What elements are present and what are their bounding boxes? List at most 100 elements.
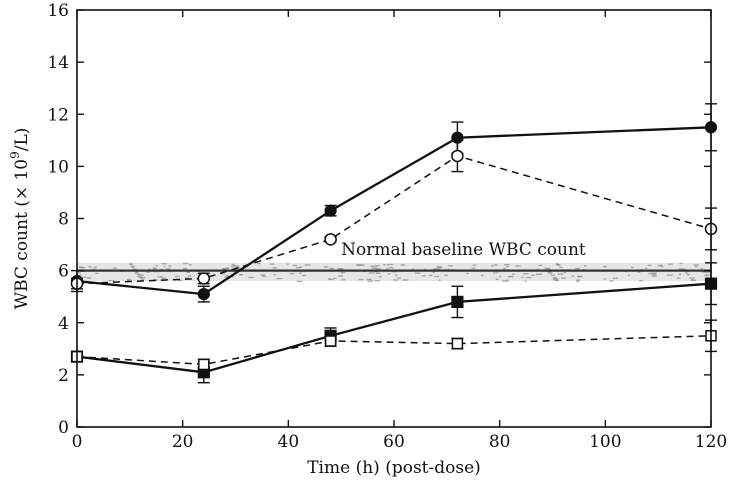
baseline-annotation: Normal baseline WBC count (341, 240, 586, 260)
baseline-speckle (276, 277, 283, 280)
baseline-speckle (432, 271, 435, 274)
baseline-speckle (152, 267, 157, 269)
baseline-speckle (183, 267, 188, 270)
baseline-speckle (131, 266, 135, 269)
baseline-speckle (704, 274, 708, 277)
y-tick-label: 10 (47, 157, 69, 177)
x-tick-label: 100 (589, 432, 621, 452)
baseline-speckle (338, 275, 343, 277)
baseline-speckle (639, 280, 643, 282)
baseline-speckle (182, 262, 189, 265)
baseline-speckle (682, 268, 687, 271)
baseline-speckle (366, 278, 371, 281)
baseline-speckle (490, 265, 494, 267)
baseline-speckle (130, 265, 135, 268)
baseline-speckle (139, 277, 146, 279)
baseline-speckle (77, 271, 81, 274)
baseline-speckle (370, 265, 375, 268)
baseline-speckle (402, 279, 409, 281)
baseline-speckle (86, 277, 89, 279)
baseline-speckle (299, 266, 303, 268)
baseline-speckle (466, 272, 469, 275)
baseline-speckle (524, 280, 527, 283)
baseline-speckle (678, 268, 685, 270)
baseline-speckle (108, 279, 115, 282)
y-tick-label: 8 (58, 210, 69, 230)
y-tick-label: 4 (58, 314, 69, 334)
series-1-point (197, 287, 210, 301)
baseline-speckle (79, 266, 85, 269)
series-markers (70, 121, 718, 379)
baseline-speckle (371, 267, 377, 269)
baseline-speckle (375, 268, 381, 270)
baseline-speckle (386, 263, 391, 266)
baseline-speckle (571, 275, 575, 277)
baseline-speckle (272, 267, 277, 269)
baseline-speckle (603, 278, 607, 280)
series-layer (70, 103, 718, 384)
baseline-speckle (414, 272, 421, 274)
baseline-speckle (137, 276, 141, 278)
baseline-speckle (298, 272, 302, 274)
baseline-speckle (390, 263, 394, 266)
baseline-speckle (495, 278, 499, 281)
baseline-speckle (676, 277, 681, 279)
baseline-speckle (667, 263, 674, 265)
baseline-speckle (496, 271, 499, 274)
baseline-speckle (557, 273, 564, 275)
baseline-speckle (127, 279, 131, 282)
baseline-speckle (563, 271, 567, 274)
baseline-speckle (188, 275, 192, 277)
baseline-speckle (657, 264, 663, 267)
y-tick-label: 2 (58, 366, 69, 386)
baseline-speckle (693, 264, 699, 266)
y-axis-title-prefix: WBC count (× 10 (12, 159, 32, 310)
baseline-speckle (647, 264, 652, 267)
series-2-line (76, 155, 712, 285)
baseline-speckle (222, 268, 226, 270)
baseline-speckle (506, 265, 509, 268)
baseline-speckle (112, 267, 117, 269)
baseline-speckle (92, 268, 96, 271)
baseline-speckle (328, 278, 334, 281)
baseline-speckle (235, 265, 240, 267)
baseline-speckle (535, 273, 542, 275)
baseline-speckle (651, 275, 657, 277)
baseline-speckle (547, 271, 552, 273)
y-tick-label: 0 (58, 418, 69, 438)
baseline-band (77, 262, 713, 283)
baseline-speckle (480, 274, 484, 277)
baseline-speckle (139, 276, 143, 278)
baseline-speckle (700, 267, 703, 270)
baseline-speckle (161, 263, 167, 265)
baseline-speckle (678, 273, 682, 276)
baseline-speckle (552, 278, 558, 280)
baseline-speckle (690, 279, 694, 281)
x-tick-label: 120 (695, 432, 727, 452)
y-tick-label: 14 (47, 53, 69, 73)
baseline-speckle (367, 280, 374, 282)
series-4-line (76, 335, 712, 366)
baseline-speckle (499, 275, 502, 278)
baseline-speckle (332, 277, 337, 280)
baseline-speckle (576, 279, 581, 281)
baseline-speckle (189, 264, 192, 266)
baseline-speckle (88, 266, 92, 268)
x-tick-label: 60 (383, 432, 405, 452)
baseline-speckle (231, 263, 235, 266)
baseline-speckle (224, 276, 228, 278)
baseline-speckle (256, 262, 261, 265)
series-4-point (451, 337, 464, 350)
baseline-speckle (556, 264, 560, 266)
plot-frame (76, 9, 712, 428)
baseline-speckle (174, 275, 180, 278)
baseline-speckle (553, 279, 559, 281)
baseline-speckle (526, 276, 532, 279)
baseline-speckle (157, 276, 164, 278)
baseline-speckle (262, 275, 267, 278)
baseline-speckle (374, 280, 380, 282)
baseline-speckle (269, 263, 275, 265)
baseline-speckle (612, 277, 619, 279)
baseline-speckle (507, 275, 514, 278)
baseline-speckle (378, 276, 382, 278)
